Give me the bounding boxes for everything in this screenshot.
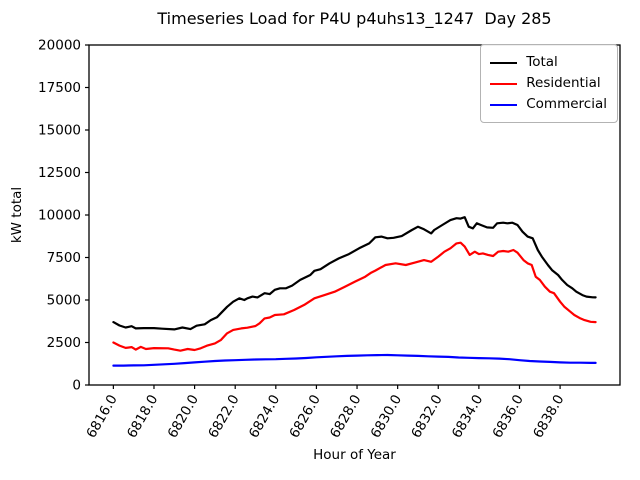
y-tick-label: 15000 — [38, 123, 81, 139]
legend: Total Residential Commercial — [480, 44, 618, 123]
legend-entry-residential: Residential — [490, 73, 607, 94]
y-tick-label: 0 — [72, 378, 81, 394]
x-tick-label: 6834.0 — [449, 392, 486, 441]
x-tick-label: 6832.0 — [408, 392, 445, 441]
x-tick-label: 6816.0 — [83, 392, 120, 441]
y-tick-label: 5000 — [47, 293, 81, 309]
x-axis-label: Hour of Year — [313, 447, 396, 463]
x-tick-label: 6818.0 — [124, 392, 161, 441]
x-tick-label: 6824.0 — [246, 392, 283, 441]
legend-label-commercial: Commercial — [526, 95, 607, 112]
residential-line-swatch — [490, 82, 518, 85]
x-tick-label: 6838.0 — [530, 392, 567, 441]
legend-entry-total: Total — [490, 52, 607, 73]
series-line-total — [112, 216, 597, 331]
series-line-residential — [112, 241, 597, 352]
legend-entry-commercial: Commercial — [490, 94, 607, 115]
commercial-line-swatch — [490, 103, 518, 106]
y-tick-label: 10000 — [38, 208, 81, 224]
x-tick-label: 6830.0 — [368, 392, 405, 441]
legend-label-residential: Residential — [526, 74, 601, 91]
total-line-swatch — [490, 61, 518, 64]
series-line-commercial — [112, 353, 597, 367]
x-tick-label: 6826.0 — [286, 392, 323, 441]
y-tick-label: 2500 — [47, 335, 81, 351]
y-tick-label: 7500 — [47, 250, 81, 266]
legend-label-total: Total — [526, 53, 558, 70]
x-tick-label: 6822.0 — [205, 392, 242, 441]
x-tick-label: 6828.0 — [327, 392, 364, 441]
chart-title: Timeseries Load for P4U p4uhs13_1247 Day… — [157, 9, 552, 28]
x-tick-label: 6820.0 — [165, 392, 202, 441]
x-tick-label: 6836.0 — [489, 392, 526, 441]
y-tick-label: 17500 — [38, 80, 81, 96]
y-tick-label: 20000 — [38, 38, 81, 54]
y-tick-label: 12500 — [38, 165, 81, 181]
